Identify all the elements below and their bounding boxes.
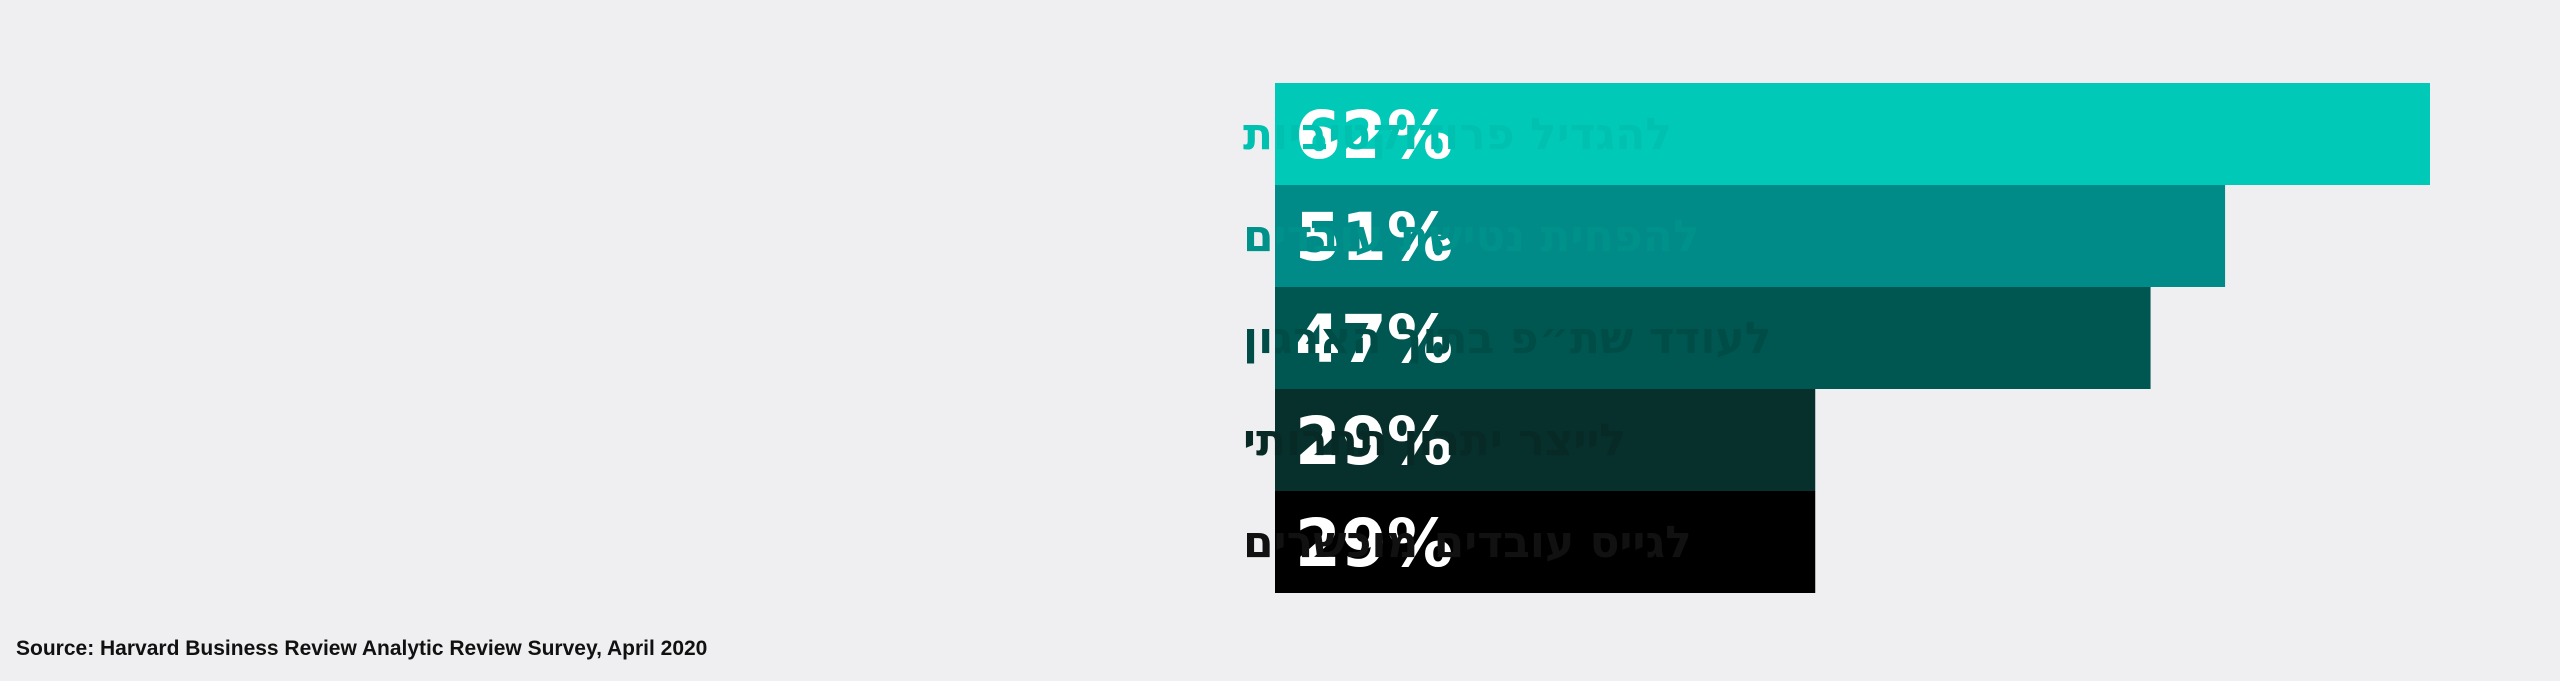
value-label-2: 51% (1295, 199, 1453, 276)
bar-3 (1275, 287, 2151, 389)
category-label-3: לעודד שת״פ בתוך הארגון (1243, 313, 1771, 364)
category-label-1: להגדיל פרודוקטיביות (1243, 109, 1672, 160)
bar-4 (1275, 389, 1816, 491)
category-label-5: לגייס עובדים מוכשרים (1243, 517, 1692, 568)
category-label-2: להפחית נטישת עובדים (1243, 211, 1700, 262)
bar-1 (1275, 83, 2430, 185)
source-note: Source: Harvard Business Review Analytic… (16, 637, 708, 660)
value-label-3: 47% (1295, 301, 1453, 378)
bar-2 (1275, 185, 2226, 287)
bar-5 (1275, 491, 1816, 593)
value-label-1: 62% (1295, 97, 1453, 174)
value-label-4: 29% (1295, 403, 1453, 480)
value-label-5: 29% (1295, 505, 1453, 582)
category-label-4: לייצר יתרון תחרותי (1243, 415, 1626, 466)
